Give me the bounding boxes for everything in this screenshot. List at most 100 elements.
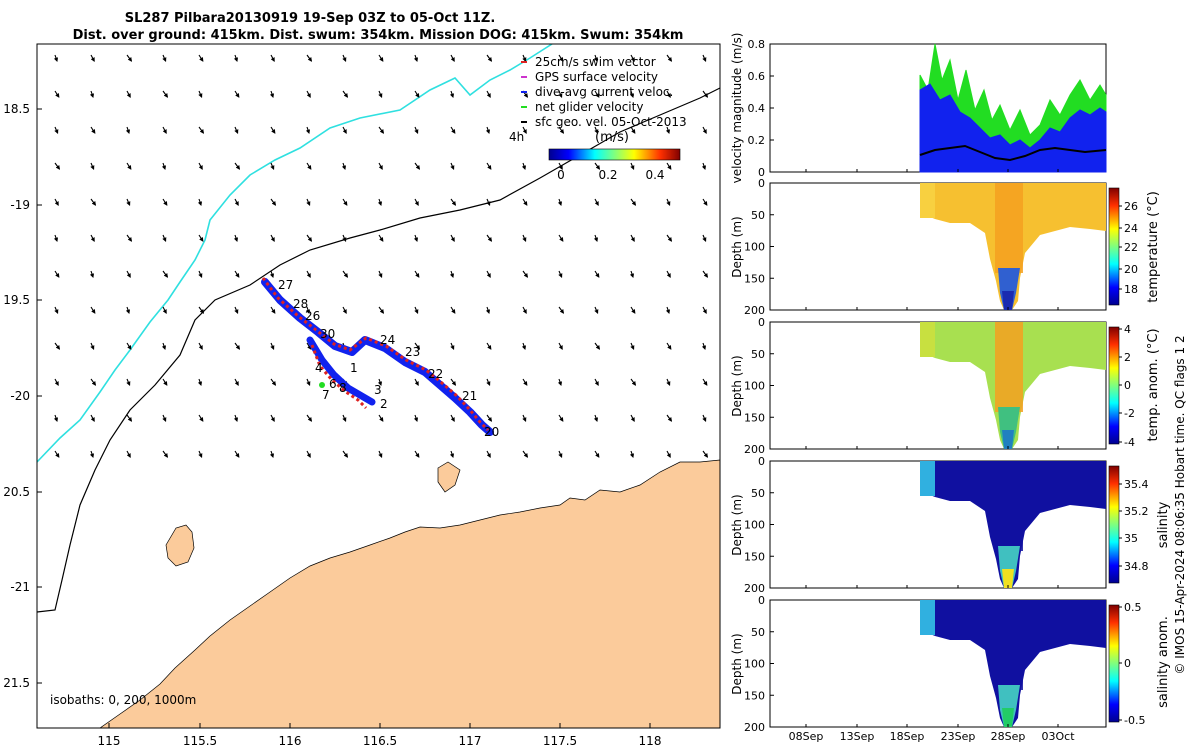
velocity-arrow: [594, 198, 599, 206]
velocity-arrow: [702, 198, 708, 206]
velocity-arrow: [486, 342, 492, 350]
legend-entry: 25cm/s swim vector: [535, 55, 656, 69]
depth-ytick-label: 200: [744, 721, 765, 734]
velocity-arrow: [126, 450, 131, 458]
speed-colorbar: [548, 148, 681, 161]
time-xtick-label: 23Sep: [941, 730, 976, 743]
velocity-arrow: [305, 306, 311, 315]
velocity-arrow: [378, 306, 385, 314]
velocity-arrow: [666, 450, 671, 458]
velocity-arrow: [126, 54, 133, 62]
track-day-label: 21: [462, 389, 477, 403]
velocity-arrow: [126, 234, 133, 242]
velocity-arrow: [630, 414, 635, 422]
depth-ytick-label: 0: [758, 594, 765, 607]
map-xtick-label: 118: [639, 734, 662, 748]
cbar-tick-label: 20: [1124, 263, 1138, 276]
track-swim-vectors: [261, 277, 490, 432]
velocity-arrow: [486, 450, 491, 458]
velocity-arrow: [54, 198, 59, 206]
velocity-arrow: [630, 54, 635, 62]
cbar-tick-label: 35.2: [1124, 505, 1149, 518]
velocity-arrow: [450, 54, 455, 62]
velocity-arrow: [234, 126, 239, 135]
map-ytick-label: 19.5: [3, 293, 30, 307]
depth-ylabel: Depth (m): [730, 355, 744, 416]
velocity-arrow: [270, 306, 276, 314]
velocity-arrow: [522, 450, 529, 458]
velocity-arrow: [90, 306, 96, 314]
map-ytick-label: 20.5: [3, 485, 30, 499]
velocity-arrow: [558, 126, 565, 134]
map-axis-ticks: 115 115.5 116 116.5 117 117.5 118 18.5 -19 19.5 -2…: [3, 102, 661, 748]
velocity-arrow: [341, 162, 347, 171]
velocity-arrow: [306, 414, 313, 422]
velocity-arrow: [270, 198, 277, 206]
velocity-arrow: [54, 162, 61, 170]
velocity-arrow: [414, 450, 420, 458]
velocity-arrow: [629, 270, 635, 279]
legend-entry: dive-avg current veloc.: [535, 85, 673, 99]
velocity-arrow: [306, 198, 311, 207]
velocity-arrow: [126, 378, 131, 387]
velocity-arrow: [486, 162, 492, 170]
section-bottom: [1002, 569, 1014, 588]
track-day-label: 3: [374, 383, 382, 397]
velocity-arrow: [702, 54, 707, 63]
track-net-velocity: [319, 382, 325, 388]
velocity-arrow: [233, 54, 239, 63]
velocity-arrow: [342, 198, 348, 206]
velocity-arrow: [198, 414, 204, 422]
velocity-arrow: [593, 234, 599, 243]
track-day-label: 27: [278, 278, 293, 292]
cbar-tick-label: 35.4: [1124, 478, 1149, 491]
velocity-arrow: [630, 234, 635, 242]
velocity-arrow: [486, 414, 493, 422]
velocity-arrow: [702, 378, 708, 386]
velocity-arrow: [161, 162, 167, 171]
depth-ytick-label: 100: [744, 241, 765, 254]
velocity-arrow: [234, 90, 240, 98]
glider-track: [261, 277, 494, 436]
depth-ytick-label: 100: [744, 658, 765, 671]
cbar-tick-label: 26: [1124, 200, 1138, 213]
velocity-arrow: [269, 450, 275, 459]
cbar-tick-label: 0: [1124, 657, 1131, 670]
velocity-arrow: [270, 54, 275, 62]
depth-ytick-label: 200: [744, 443, 765, 456]
track-day-label: 26: [305, 309, 320, 323]
temperature-colorbar: [1108, 187, 1120, 306]
speed-cbar-tick: 0.2: [598, 168, 617, 182]
velocity-arrow: [450, 198, 457, 206]
velocity-arrow: [701, 162, 707, 171]
depth-ytick-label: 150: [744, 689, 765, 702]
temperature-cbar-label: temperature (°C): [1146, 191, 1161, 303]
velocity-arrow: [53, 414, 59, 423]
velocity-arrow: [629, 450, 635, 459]
velocity-arrow: [630, 378, 637, 386]
speed-cbar-tick: 0: [557, 168, 565, 182]
velocity-arrow: [305, 126, 311, 135]
velocity-arrow: [593, 54, 599, 63]
vel-ytick-label: 0.6: [748, 70, 766, 83]
track-day-label: 1: [350, 361, 358, 375]
velocity-arrow: [558, 450, 563, 459]
velocity-arrow: [90, 54, 95, 62]
velocity-arrow: [162, 270, 169, 278]
track-day-label: 28: [293, 297, 308, 311]
track-day-label: 30: [320, 327, 335, 341]
velocity-arrow: [450, 162, 455, 171]
velocity-arrow: [342, 54, 347, 63]
velocity-arrow: [90, 234, 95, 242]
velocity-arrow: [306, 450, 311, 458]
coastline-cyan: [37, 44, 553, 463]
velocity-arrow: [377, 378, 383, 387]
velocity-arrow: [666, 378, 671, 387]
vel-ytick-label: 0.2: [748, 134, 766, 147]
dive-avg-velocity-trace: [919, 83, 1107, 173]
velocity-arrow: [234, 162, 241, 170]
track-day-label: 22: [428, 367, 443, 381]
cbar-tick-label: 0.5: [1124, 601, 1142, 614]
velocity-arrow: [594, 162, 601, 170]
